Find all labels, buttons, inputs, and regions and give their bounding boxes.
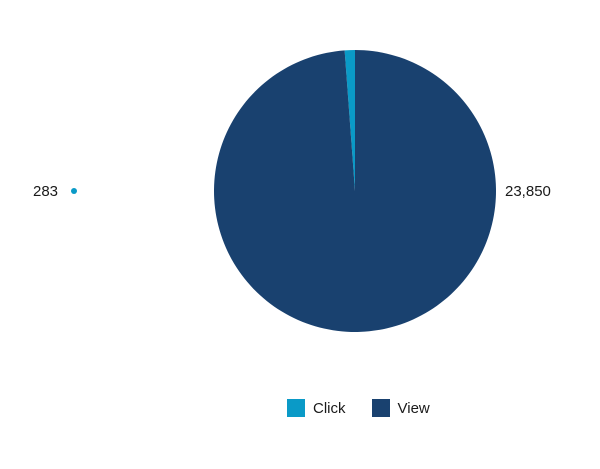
legend-item-view[interactable]: View bbox=[371, 399, 430, 417]
data-label-click: 283 bbox=[33, 183, 58, 200]
legend-label-click: Click bbox=[313, 399, 346, 417]
legend: Click View bbox=[287, 399, 430, 417]
legend-swatch-view bbox=[371, 399, 390, 417]
data-label-view: 23,850 bbox=[505, 183, 551, 200]
data-label-marker-click bbox=[71, 188, 77, 194]
pie-slices bbox=[214, 50, 497, 332]
pie-slice-click[interactable] bbox=[344, 50, 355, 191]
pie-slice-view[interactable] bbox=[214, 50, 497, 332]
pie-data-labels: 283 23,850 bbox=[33, 183, 551, 200]
legend-item-click[interactable]: Click bbox=[287, 399, 346, 417]
legend-swatch-click bbox=[287, 399, 305, 417]
legend-label-view: View bbox=[397, 399, 430, 417]
